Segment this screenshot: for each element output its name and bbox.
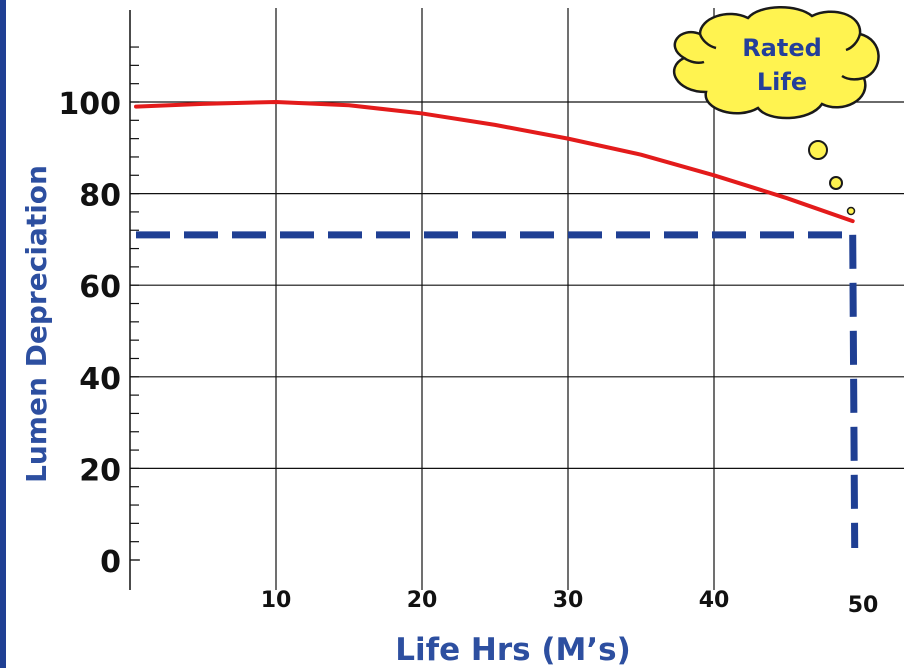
y-tick-label-60: 60	[79, 270, 121, 305]
y-tick-label-40: 40	[79, 362, 121, 397]
x-tick-label-20: 20	[407, 588, 438, 613]
y-tick-label-20: 20	[79, 453, 121, 488]
cloud-text-line-2: Life	[757, 68, 807, 96]
vertical-grid-lines	[276, 8, 714, 590]
x-tick-label-50: 50	[848, 593, 879, 618]
thought-bubble-small	[848, 208, 855, 215]
x-tick-labels: 10 20 30 40 50	[261, 588, 879, 618]
x-tick-label-30: 30	[553, 588, 584, 613]
series-line	[136, 102, 853, 221]
rated-life-reference-lines	[136, 235, 855, 548]
rated-life-vertical-line	[853, 235, 855, 548]
y-tick-labels: 0 20 40 60 80 100	[58, 87, 121, 580]
x-tick-label-10: 10	[261, 588, 292, 613]
y-tick-label-80: 80	[79, 179, 121, 214]
y-tick-label-100: 100	[58, 87, 121, 122]
horizontal-grid-lines	[130, 102, 904, 560]
x-tick-label-40: 40	[699, 588, 730, 613]
y-axis-minor-ticks	[130, 47, 139, 560]
x-axis-title: Life Hrs (M’s)	[395, 632, 631, 668]
y-axis-title: Lumen Depreciation	[20, 165, 53, 483]
thought-bubble-medium	[830, 177, 842, 189]
cloud-text-line-1: Rated	[742, 34, 822, 62]
thought-bubble-large	[809, 141, 827, 159]
y-tick-label-0: 0	[100, 545, 121, 580]
rated-life-callout-cloud: Rated Life	[674, 7, 878, 214]
